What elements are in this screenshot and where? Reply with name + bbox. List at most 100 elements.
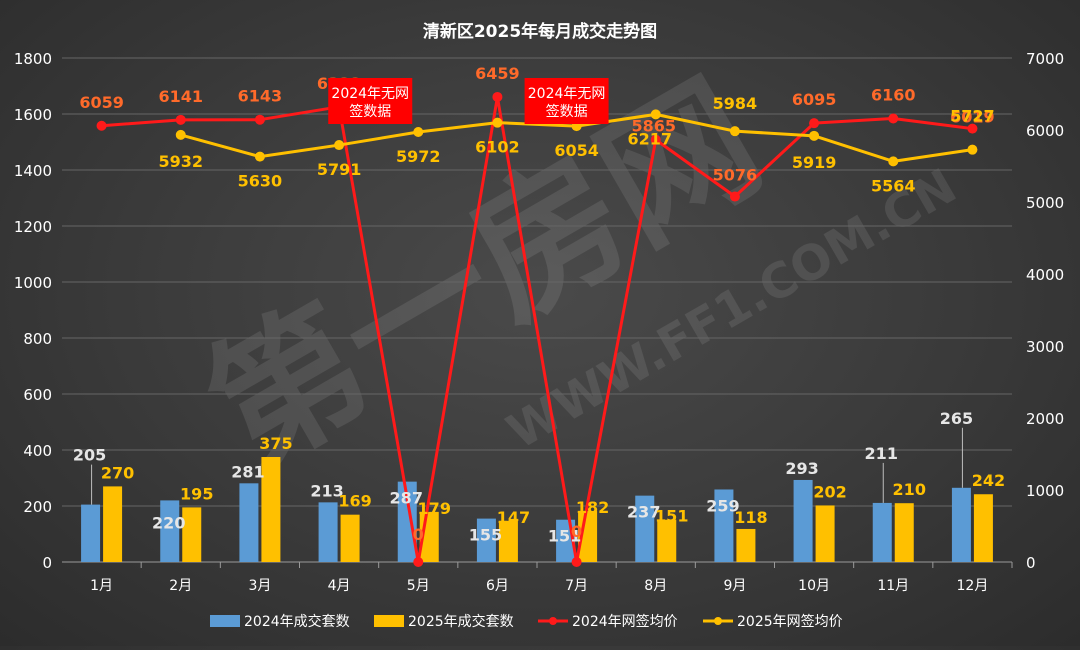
bar: [714, 489, 734, 562]
y-left-tick-label: 1600: [14, 106, 52, 124]
line-value-label: 6160: [871, 85, 916, 104]
x-tick-label: 8月: [644, 578, 667, 594]
y-left-tick-label: 1000: [14, 274, 52, 292]
line-value-label: 6019: [950, 108, 995, 127]
line-point: [888, 156, 899, 167]
bar-value-label: 375: [259, 434, 292, 453]
legend-marker: [714, 617, 722, 625]
bar-value-label: 293: [785, 459, 818, 478]
legend-swatch: [374, 615, 404, 627]
x-tick-label: 12月: [957, 578, 989, 594]
bar-value-label: 205: [73, 446, 106, 465]
bar: [951, 487, 971, 562]
y-left-tick-label: 0: [42, 554, 52, 572]
line-value-label: 6143: [238, 87, 283, 106]
line-point: [334, 140, 345, 151]
bar: [340, 514, 360, 562]
bar: [103, 486, 123, 562]
lines: [96, 91, 978, 567]
line-value-label: 5932: [158, 152, 203, 171]
bar: [872, 502, 892, 562]
y-left-tick-label: 400: [23, 442, 52, 460]
bar-value-label: 220: [152, 513, 185, 532]
x-tick-label: 11月: [877, 578, 909, 594]
legend-label: 2025年网签均价: [737, 613, 843, 630]
bar: [182, 507, 202, 562]
line-point: [809, 118, 820, 129]
legend: 2024年成交套数 2025年成交套数 2024年网签均价 2025年网签均价: [210, 613, 843, 630]
bar: [498, 520, 518, 562]
line-point: [254, 114, 265, 125]
bar-value-label: 155: [469, 526, 502, 545]
line-point: [809, 130, 820, 141]
line-value-label: 6217: [627, 129, 672, 148]
bar: [973, 494, 993, 562]
line-point: [175, 129, 186, 140]
bar-value-label: 259: [706, 496, 739, 515]
y-left-tick-label: 600: [23, 386, 52, 404]
y-left-tick-label: 1400: [14, 162, 52, 180]
bar-value-label: 213: [310, 481, 343, 500]
y-right-tick-label: 1000: [1026, 482, 1064, 500]
line-value-label: 5630: [238, 172, 283, 191]
line-point: [413, 127, 424, 138]
y-left-tick-label: 800: [23, 330, 52, 348]
bar: [657, 519, 677, 562]
line-point: [650, 109, 661, 120]
legend-item: 2025年成交套数: [374, 613, 514, 630]
y-right-tick-label: 4000: [1026, 266, 1064, 284]
line-value-label: 5972: [396, 147, 441, 166]
y-right-tick-label: 0: [1026, 554, 1036, 572]
bars: [81, 457, 993, 562]
legend-label: 2024年成交套数: [244, 613, 350, 630]
bar-value-label: 265: [940, 409, 973, 428]
bar: [815, 505, 835, 562]
bar: [160, 500, 180, 562]
line-value-label: 6054: [554, 141, 599, 160]
line-point: [650, 134, 661, 145]
legend-item: 2024年成交套数: [210, 613, 350, 630]
series-line: [101, 95, 973, 564]
line-value-label: 6095: [792, 90, 837, 109]
annotation-box: [328, 78, 413, 124]
annotation-text: 2024年无网签数据: [331, 86, 409, 120]
line-point: [967, 123, 978, 134]
x-tick-label: 7月: [565, 578, 588, 594]
bar: [736, 528, 756, 562]
legend-swatch: [210, 615, 240, 627]
line-value-label: 0: [413, 525, 424, 544]
line-value-label: 6459: [475, 64, 520, 83]
x-tick-label: 10月: [798, 578, 830, 594]
x-tick-label: 6月: [486, 578, 509, 594]
bar: [81, 504, 101, 562]
bar-value-label: 169: [338, 492, 371, 511]
bar-value-label: 237: [627, 503, 660, 522]
legend-label: 2025年成交套数: [408, 613, 514, 630]
x-tick-label: 5月: [407, 578, 430, 594]
y-right-tick-label: 3000: [1026, 338, 1064, 356]
line-point: [888, 113, 899, 124]
line-point: [492, 91, 503, 102]
line-point: [967, 144, 978, 155]
line-point: [413, 557, 424, 567]
x-tick-label: 3月: [248, 578, 271, 594]
axes: 0 200 400 600 800 1000 1200 1400 1600 1800 0 1000 20…: [14, 50, 1064, 594]
bar-value-label: 281: [231, 462, 264, 481]
bar-value-label: 151: [548, 527, 581, 546]
bar-value-label: 202: [813, 482, 846, 501]
line-point: [96, 120, 107, 131]
line-value-label: 5564: [871, 176, 916, 195]
bar-value-label: 147: [497, 508, 530, 527]
bar: [318, 502, 338, 562]
grid: [62, 57, 1012, 563]
bar: [635, 495, 655, 562]
bar-value-label: 287: [390, 489, 423, 508]
bar: [793, 479, 813, 562]
bar: [476, 518, 496, 562]
line-value-label: 5727: [950, 107, 995, 126]
legend-item: 2025年网签均价: [703, 613, 843, 630]
bar-value-label: 151: [655, 507, 688, 526]
line-value-label: 6102: [475, 138, 520, 157]
